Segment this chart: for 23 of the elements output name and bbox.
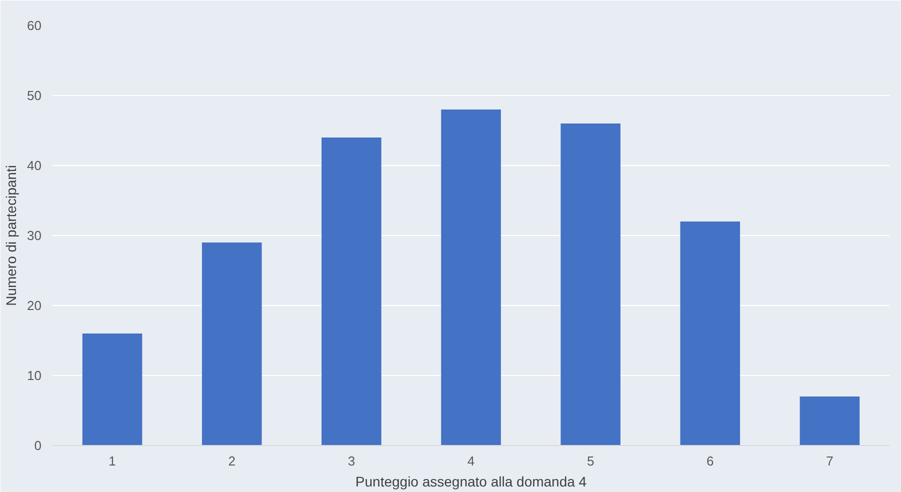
x-tick-label: 6: [706, 454, 714, 468]
y-tick-label: 10: [27, 368, 42, 383]
bar: [202, 242, 262, 446]
x-tick-label: 4: [467, 454, 475, 468]
bar: [82, 334, 142, 446]
y-tick-label: 30: [27, 228, 42, 243]
x-tick-label: 3: [348, 454, 356, 468]
x-axis-title: Punteggio assegnato alla domanda 4: [355, 474, 587, 490]
x-tick-label: 7: [826, 454, 834, 468]
x-tick-label: 2: [228, 454, 236, 468]
x-tick-label: 5: [586, 454, 594, 468]
bar: [322, 138, 382, 446]
y-tick-label: 50: [27, 88, 42, 103]
bar: [560, 124, 620, 446]
y-tick-label: 60: [27, 18, 42, 33]
bar: [800, 396, 860, 446]
x-tick-label: 1: [108, 454, 116, 468]
bar: [441, 110, 501, 446]
y-tick-label: 20: [27, 298, 42, 313]
y-axis-title: Numero di partecipanti: [3, 165, 20, 306]
y-tick-label: 0: [34, 438, 42, 453]
y-tick-label: 40: [27, 158, 42, 173]
bar: [680, 222, 740, 446]
